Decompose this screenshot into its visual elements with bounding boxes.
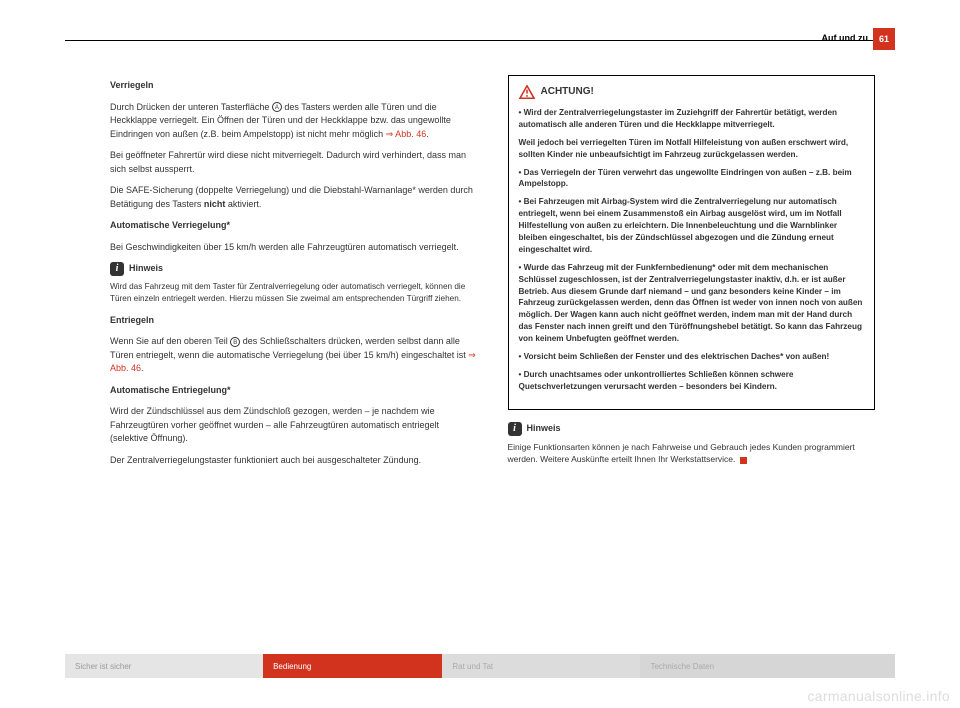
tab-operation: Bedienung [263,654,442,678]
right-column: ACHTUNG! • Wird der Zentralverriegelungs… [508,75,876,623]
warning-box: ACHTUNG! • Wird der Zentralverriegelungs… [508,75,876,410]
heading-entriegeln: Entriegeln [110,314,478,328]
watermark: carmanualsonline.info [808,688,951,704]
marker-a: A [272,102,282,112]
text: . [426,129,429,139]
text: Durch Drücken der unteren Tasterfläche [110,102,272,112]
marker-b: B [230,337,240,347]
paragraph: Bei geöffneter Fahrertür wird diese nich… [110,149,478,176]
left-column: Verriegeln Durch Drücken der unteren Tas… [110,75,478,623]
text: Wenn Sie auf den oberen Teil [110,336,230,346]
note-title: Hinweis [129,262,163,276]
figure-reference: ⇒ Abb. 46 [386,129,427,139]
info-icon: i [110,262,124,276]
paragraph: Die SAFE-Sicherung (doppelte Verriegelun… [110,184,478,211]
page-number: 61 [873,28,895,50]
note-body: Einige Funktionsarten können je nach Fah… [508,441,876,467]
warning-header: ACHTUNG! [519,84,865,99]
warning-item: • Bei Fahrzeugen mit Airbag-System wird … [519,196,865,255]
text: aktiviert. [225,199,261,209]
note-body: Wird das Fahrzeug mit dem Taster für Zen… [110,281,478,306]
warning-icon [519,85,535,99]
warning-item: • Durch unachtsames oder unkontrollierte… [519,369,865,393]
paragraph: Der Zentralverriegelungstaster funktioni… [110,454,478,468]
warning-item: • Das Verriegeln der Türen verwehrt das … [519,167,865,191]
tab-techdata: Technische Daten [640,654,895,678]
bold-text: nicht [204,199,226,209]
paragraph: Durch Drücken der unteren Tasterfläche A… [110,101,478,142]
heading-verriegeln: Verriegeln [110,79,478,93]
text: Die SAFE-Sicherung (doppelte Verriegelun… [110,185,473,209]
info-icon: i [508,422,522,436]
warning-item: • Wurde das Fahrzeug mit der Funkfernbed… [519,262,865,345]
tab-safety: Sicher ist sicher [65,654,263,678]
paragraph: Wenn Sie auf den oberen Teil B des Schli… [110,335,478,376]
note-header: i Hinweis [110,262,478,276]
section-title: Auf und zu [822,33,869,43]
paragraph: Wird der Zündschlüssel aus dem Zündschlo… [110,405,478,446]
heading-auto-unlock: Automatische Entriegelung* [110,384,478,398]
warning-item: Weil jedoch bei verriegelten Türen im No… [519,137,865,161]
heading-auto-lock: Automatische Verriegelung* [110,219,478,233]
header-rule [65,40,875,41]
footer-tabs: Sicher ist sicher Bedienung Rat und Tat … [65,654,895,678]
note-header: i Hinweis [508,422,876,436]
end-marker-icon [740,457,747,464]
text: Einige Funktionsarten können je nach Fah… [508,442,855,465]
note-title: Hinweis [527,422,561,436]
warning-title: ACHTUNG! [541,84,594,99]
tab-advice: Rat und Tat [442,654,640,678]
paragraph: Bei Geschwindigkeiten über 15 km/h werde… [110,241,478,255]
text: . [141,363,144,373]
content-area: Verriegeln Durch Drücken der unteren Tas… [110,75,875,623]
warning-item: • Vorsicht beim Schließen der Fenster un… [519,351,865,363]
warning-item: • Wird der Zentralverriegelungstaster im… [519,107,865,131]
